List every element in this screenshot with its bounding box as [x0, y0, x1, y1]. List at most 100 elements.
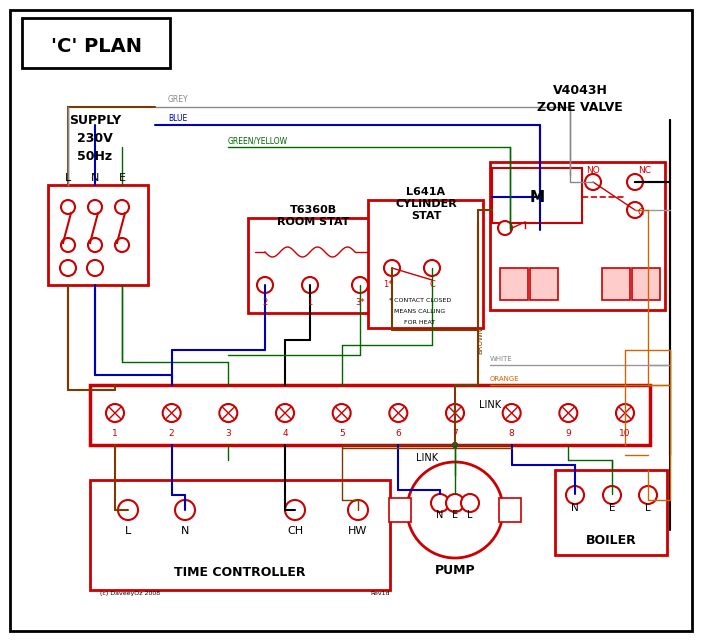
Text: BLUE: BLUE — [168, 114, 187, 123]
Text: N: N — [571, 503, 579, 513]
Text: SUPPLY: SUPPLY — [69, 113, 121, 126]
FancyBboxPatch shape — [490, 162, 665, 310]
Text: L: L — [125, 526, 131, 536]
Circle shape — [503, 404, 521, 422]
Text: BOILER: BOILER — [585, 533, 637, 547]
Circle shape — [87, 260, 103, 276]
FancyBboxPatch shape — [602, 268, 630, 300]
Circle shape — [106, 404, 124, 422]
Text: 5: 5 — [339, 428, 345, 438]
Text: N: N — [91, 173, 99, 183]
Text: 4: 4 — [282, 428, 288, 438]
Text: 10: 10 — [619, 428, 631, 438]
Circle shape — [175, 500, 195, 520]
Text: NO: NO — [586, 166, 600, 175]
Text: N: N — [181, 526, 189, 536]
Text: M: M — [529, 190, 545, 204]
Circle shape — [333, 404, 351, 422]
Text: 8: 8 — [509, 428, 515, 438]
Circle shape — [603, 486, 621, 504]
Text: L: L — [468, 510, 472, 520]
Circle shape — [566, 486, 584, 504]
Circle shape — [627, 174, 643, 190]
Text: GREY: GREY — [168, 95, 189, 104]
FancyBboxPatch shape — [48, 185, 148, 285]
Circle shape — [348, 500, 368, 520]
Text: (c) DaveeyOz 2008: (c) DaveeyOz 2008 — [100, 591, 160, 596]
Circle shape — [88, 200, 102, 214]
Text: V4043H: V4043H — [552, 83, 607, 97]
Text: C: C — [638, 208, 644, 217]
Text: TIME CONTROLLER: TIME CONTROLLER — [174, 567, 306, 579]
Text: STAT: STAT — [411, 211, 441, 221]
Text: * CONTACT CLOSED: * CONTACT CLOSED — [389, 298, 451, 303]
Circle shape — [446, 494, 464, 512]
Text: L: L — [65, 173, 71, 183]
Circle shape — [352, 277, 368, 293]
Text: 1: 1 — [112, 428, 118, 438]
FancyBboxPatch shape — [555, 470, 667, 555]
FancyBboxPatch shape — [492, 168, 582, 223]
Text: HW: HW — [348, 526, 368, 536]
Text: WHITE: WHITE — [490, 356, 512, 362]
Circle shape — [407, 462, 503, 558]
Text: 2: 2 — [263, 298, 267, 307]
Circle shape — [384, 260, 400, 276]
Circle shape — [219, 404, 237, 422]
Text: ORANGE: ORANGE — [490, 376, 519, 382]
Circle shape — [431, 494, 449, 512]
Text: 3: 3 — [225, 428, 231, 438]
Text: L641A: L641A — [406, 187, 446, 197]
Text: 3*: 3* — [355, 298, 365, 307]
Text: 7: 7 — [452, 428, 458, 438]
Text: E: E — [119, 173, 126, 183]
Text: GREEN/YELLOW: GREEN/YELLOW — [228, 136, 288, 145]
Circle shape — [452, 442, 458, 448]
Text: Rev1d: Rev1d — [371, 591, 390, 596]
Circle shape — [424, 260, 440, 276]
Text: CH: CH — [287, 526, 303, 536]
Circle shape — [61, 238, 75, 252]
Circle shape — [88, 238, 102, 252]
Circle shape — [446, 404, 464, 422]
Circle shape — [616, 404, 634, 422]
Circle shape — [461, 494, 479, 512]
Circle shape — [302, 277, 318, 293]
Text: ZONE VALVE: ZONE VALVE — [537, 101, 623, 113]
Text: C: C — [429, 280, 435, 289]
FancyBboxPatch shape — [248, 218, 378, 313]
Text: E: E — [609, 503, 615, 513]
Text: NC: NC — [638, 166, 651, 175]
Text: ROOM STAT: ROOM STAT — [277, 217, 350, 227]
FancyBboxPatch shape — [530, 268, 558, 300]
FancyBboxPatch shape — [90, 480, 390, 590]
Text: CYLINDER: CYLINDER — [395, 199, 457, 209]
Circle shape — [639, 486, 657, 504]
Circle shape — [585, 174, 601, 190]
Circle shape — [115, 200, 129, 214]
Text: 230V: 230V — [77, 131, 113, 144]
Text: 1: 1 — [307, 298, 312, 307]
Text: 1*: 1* — [383, 280, 392, 289]
Text: MEANS CALLING: MEANS CALLING — [395, 309, 446, 314]
Text: PUMP: PUMP — [435, 563, 475, 576]
Circle shape — [498, 221, 512, 235]
Text: E: E — [452, 510, 458, 520]
Text: LINK: LINK — [416, 453, 438, 463]
FancyBboxPatch shape — [368, 200, 483, 328]
Text: 'C' PLAN: 'C' PLAN — [51, 37, 142, 56]
FancyBboxPatch shape — [499, 498, 521, 522]
Circle shape — [257, 277, 273, 293]
FancyBboxPatch shape — [22, 18, 170, 68]
FancyBboxPatch shape — [90, 385, 650, 445]
Text: FOR HEAT: FOR HEAT — [404, 320, 435, 325]
Text: T6360B: T6360B — [289, 205, 336, 215]
FancyBboxPatch shape — [500, 268, 528, 300]
Text: L: L — [645, 503, 651, 513]
FancyBboxPatch shape — [632, 268, 660, 300]
Circle shape — [285, 500, 305, 520]
Circle shape — [163, 404, 180, 422]
Text: BROWN: BROWN — [477, 326, 483, 353]
Text: LINK: LINK — [479, 400, 501, 410]
Circle shape — [115, 238, 129, 252]
